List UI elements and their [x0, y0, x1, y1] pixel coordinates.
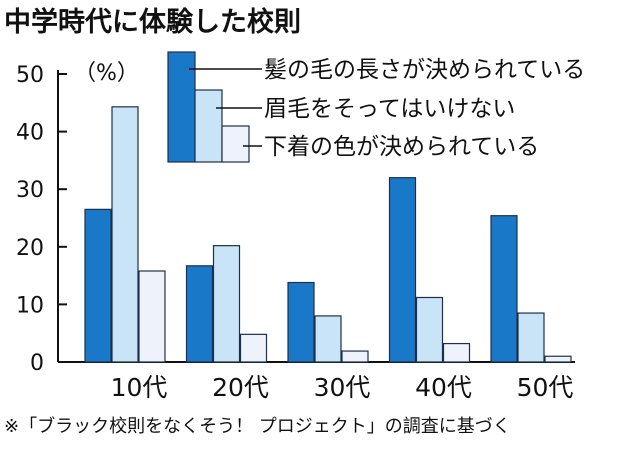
bar-3-1 — [138, 270, 166, 363]
legend-label-1: 髪の毛の長さが決められている — [264, 57, 585, 83]
bar-3-5 — [544, 355, 572, 363]
bar-1-5 — [490, 215, 518, 363]
bar-2-3 — [314, 315, 342, 363]
bar-1-1 — [84, 208, 112, 363]
category-label: 40代 — [415, 373, 472, 402]
y-tick-label: 0 — [30, 351, 44, 376]
bar-2-2 — [212, 245, 241, 363]
y-axis-ticks: 0 10 20 30 40 50 — [16, 63, 67, 376]
y-tick-label: 30 — [16, 178, 44, 203]
legend-label-3: 下着の色が決められている — [264, 134, 539, 160]
y-tick-label: 20 — [16, 236, 44, 261]
bar-1-3 — [287, 281, 315, 363]
chart-title: 中学時代に体験した校則 — [4, 6, 301, 38]
category-label: 10代 — [111, 373, 168, 402]
bar-1-2 — [185, 265, 214, 363]
category-label: 50代 — [517, 373, 574, 402]
y-tick-label: 40 — [16, 121, 44, 146]
legend-swatch-1 — [167, 51, 196, 163]
bar-1-4 — [388, 177, 417, 363]
legend-label-2: 眉毛をそってはいけない — [264, 96, 515, 122]
source-note: ※「ブラック校則をなくそう！ プロジェクト」の調査に基づく — [4, 415, 511, 437]
bar-3-3 — [341, 350, 369, 363]
bar-3-2 — [239, 333, 268, 363]
bar-2-1 — [111, 106, 139, 363]
y-tick-label: 50 — [16, 63, 44, 88]
category-label: 30代 — [314, 373, 371, 402]
bar-2-4 — [415, 296, 444, 363]
category-label: 20代 — [212, 373, 269, 402]
y-axis-unit: （%） — [74, 61, 139, 86]
legend-swatch-3 — [221, 125, 250, 163]
y-tick-label: 10 — [16, 293, 44, 318]
legend-swatch-2 — [194, 89, 223, 163]
bar-2-5 — [517, 312, 545, 363]
bars-layer — [84, 106, 572, 363]
bar-3-4 — [442, 342, 471, 363]
category-labels: 10代 20代 30代 40代 50代 — [111, 373, 574, 402]
